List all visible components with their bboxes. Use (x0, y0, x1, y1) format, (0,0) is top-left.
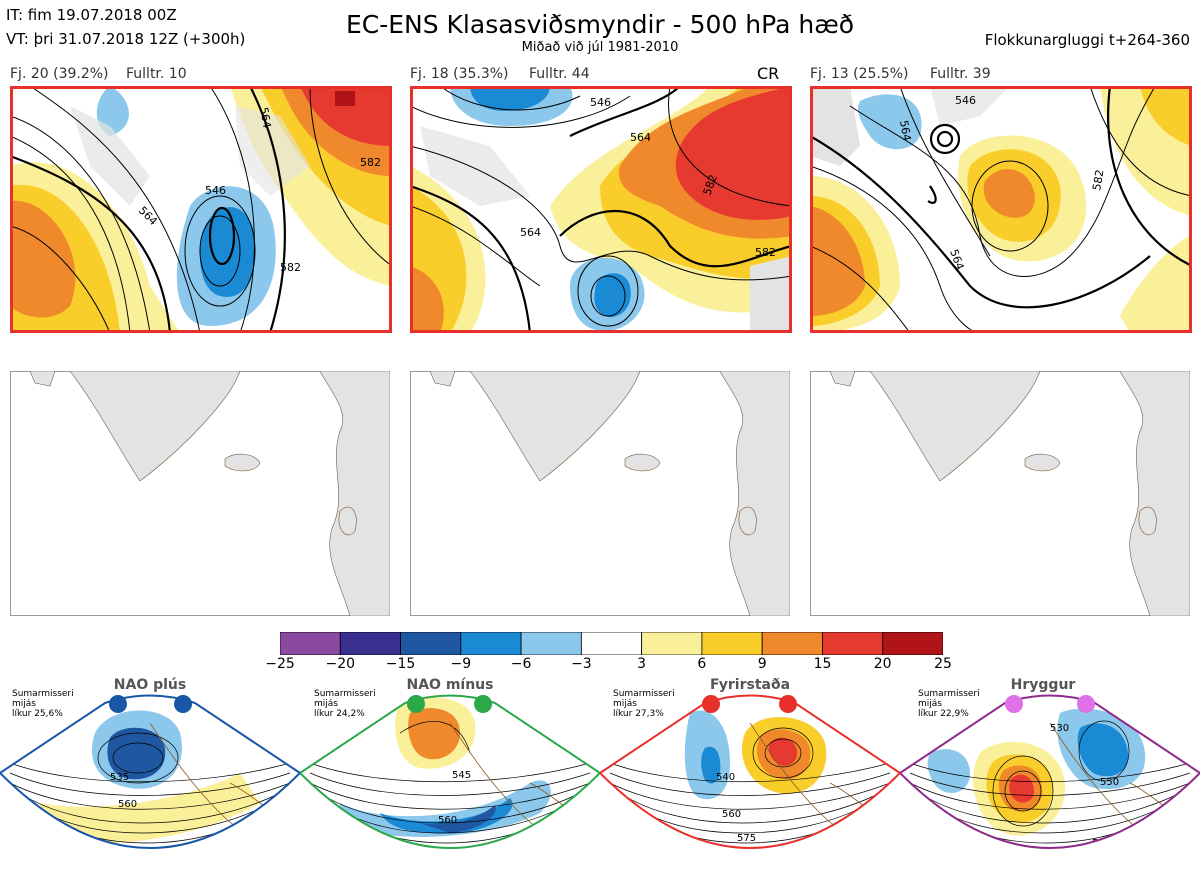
regime-1-title: NAO plús (113, 677, 187, 693)
colorbar-tick-label: −3 (571, 656, 592, 672)
regime-3-marker-dot (779, 695, 797, 713)
cluster-3-contour-label: 546 (955, 94, 976, 107)
colorbar-swatch (580, 632, 643, 655)
regime-2-map: 545 560 575 (300, 694, 600, 859)
colorbar-tick-label: 15 (813, 656, 832, 672)
regime-4-map: 530 550 575 (900, 694, 1200, 849)
regime-4-marker-dot (1077, 695, 1095, 713)
colorbar-swatch (761, 632, 823, 655)
colorbar-tick-label: −9 (450, 656, 472, 672)
colorbar-swatch (701, 632, 763, 655)
colorbar-swatch (400, 632, 462, 655)
cluster-3-rep: Fulltr. 39 (930, 66, 991, 82)
colorbar-tick-label: 6 (697, 656, 707, 672)
cluster-2-contour-label: 582 (755, 246, 776, 259)
cluster-1-label: Fj. 20 (39.2%) (10, 66, 109, 82)
cluster-2-rep: Fulltr. 44 (529, 66, 590, 82)
regime-1-map: 535 560 (0, 694, 300, 849)
regime-2-contour-label: 545 (452, 770, 471, 781)
valid-time: VT: þri 31.07.2018 12Z (+300h) (6, 30, 246, 48)
colorbar-tick-label: −20 (325, 656, 356, 672)
regime-2-contour-label: 560 (438, 815, 457, 826)
cluster-1-map: 546 564 564 582 582 (10, 86, 392, 333)
cluster-3-label: Fj. 13 (25.5%) (810, 66, 909, 82)
cluster-2-map: 546 564 564 582 582 (410, 86, 792, 333)
cluster-1-contour-label: 582 (360, 156, 381, 169)
cluster-1-contour-label: 564 (257, 106, 273, 129)
regime-3-contour-label: 575 (737, 833, 756, 844)
page-subtitle: Miðað við júl 1981-2010 (521, 40, 679, 55)
cluster-2-contour-label: 546 (590, 96, 611, 109)
cluster-3-contour-label: 564 (897, 119, 913, 142)
regime-1-marker-dot (174, 695, 192, 713)
regime-3-title: Fyrirstaða (709, 677, 791, 693)
cluster-2-contour-label: 564 (520, 226, 541, 239)
regime-2-marker-dot (407, 695, 425, 713)
colorbar-tick-label: 25 (934, 656, 952, 672)
colorbar-swatch (520, 632, 582, 655)
empty-map-1 (10, 371, 390, 616)
regime-4-note: Sumarmisseri mijás líkur 22,9% (918, 689, 980, 719)
regime-4-contour-label: 530 (1050, 723, 1069, 734)
cluster-2-tag: CR (757, 64, 780, 83)
colorbar-swatch (280, 632, 341, 655)
regime-1-marker-dot (109, 695, 127, 713)
colorbar-swatch (882, 632, 943, 655)
colorbar-tick-label: −25 (265, 656, 295, 672)
regime-3-note: Sumarmisseri mijás líkur 27,3% (613, 689, 675, 719)
regime-2-contour-label: 575 (448, 848, 467, 859)
cluster-2-label: Fj. 18 (35.3%) (410, 66, 509, 82)
regime-3-contour-label: 540 (716, 772, 735, 783)
classification-window: Flokkunargluggi t+264-360 (984, 31, 1190, 49)
colorbar-swatch (641, 632, 703, 655)
cluster-2-contour-label: 564 (630, 131, 651, 144)
regime-4-contour-label: 550 (1100, 777, 1119, 788)
regime-2-marker-dot (474, 695, 492, 713)
regime-1-contour-label: 535 (110, 772, 129, 783)
cluster-1-rep: Fulltr. 10 (126, 66, 187, 82)
cluster-3-map: 546 564 564 582 (810, 86, 1192, 333)
colorbar-swatch (339, 632, 401, 655)
colorbar-swatch (822, 632, 884, 655)
empty-map-2 (410, 371, 790, 616)
cluster-3-contour-label: 582 (1090, 169, 1106, 192)
colorbar-tick-label: 3 (637, 656, 647, 672)
page-title: EC-ENS Klasasviðsmyndir - 500 hPa hæð (345, 10, 855, 39)
colorbar-tick-label: 20 (873, 656, 892, 672)
colorbar-tick-label: −6 (510, 656, 532, 672)
regime-2-note: Sumarmisseri mijás líkur 24,2% (314, 689, 376, 719)
colorbar-swatch (460, 632, 522, 655)
colorbar-tick-label: −15 (385, 656, 416, 672)
regime-4-title: Hryggur (1010, 677, 1076, 693)
regime-3-marker-dot (702, 695, 720, 713)
init-time: IT: fim 19.07.2018 00Z (6, 6, 177, 24)
regime-1-contour-label: 560 (118, 799, 137, 810)
regime-2-title: NAO mínus (406, 677, 494, 693)
empty-map-3 (810, 371, 1190, 616)
colorbar (280, 632, 943, 655)
regime-3-map: 540 560 575 (600, 694, 900, 849)
cluster-1-contour-label: 582 (280, 261, 301, 274)
colorbar-tick-label: 9 (757, 656, 767, 672)
regime-4-marker-dot (1005, 695, 1023, 713)
cluster-1-contour-label: 546 (205, 184, 226, 197)
regime-3-contour-label: 560 (722, 809, 741, 820)
regime-1-note: Sumarmisseri mijás líkur 25,6% (12, 689, 74, 719)
